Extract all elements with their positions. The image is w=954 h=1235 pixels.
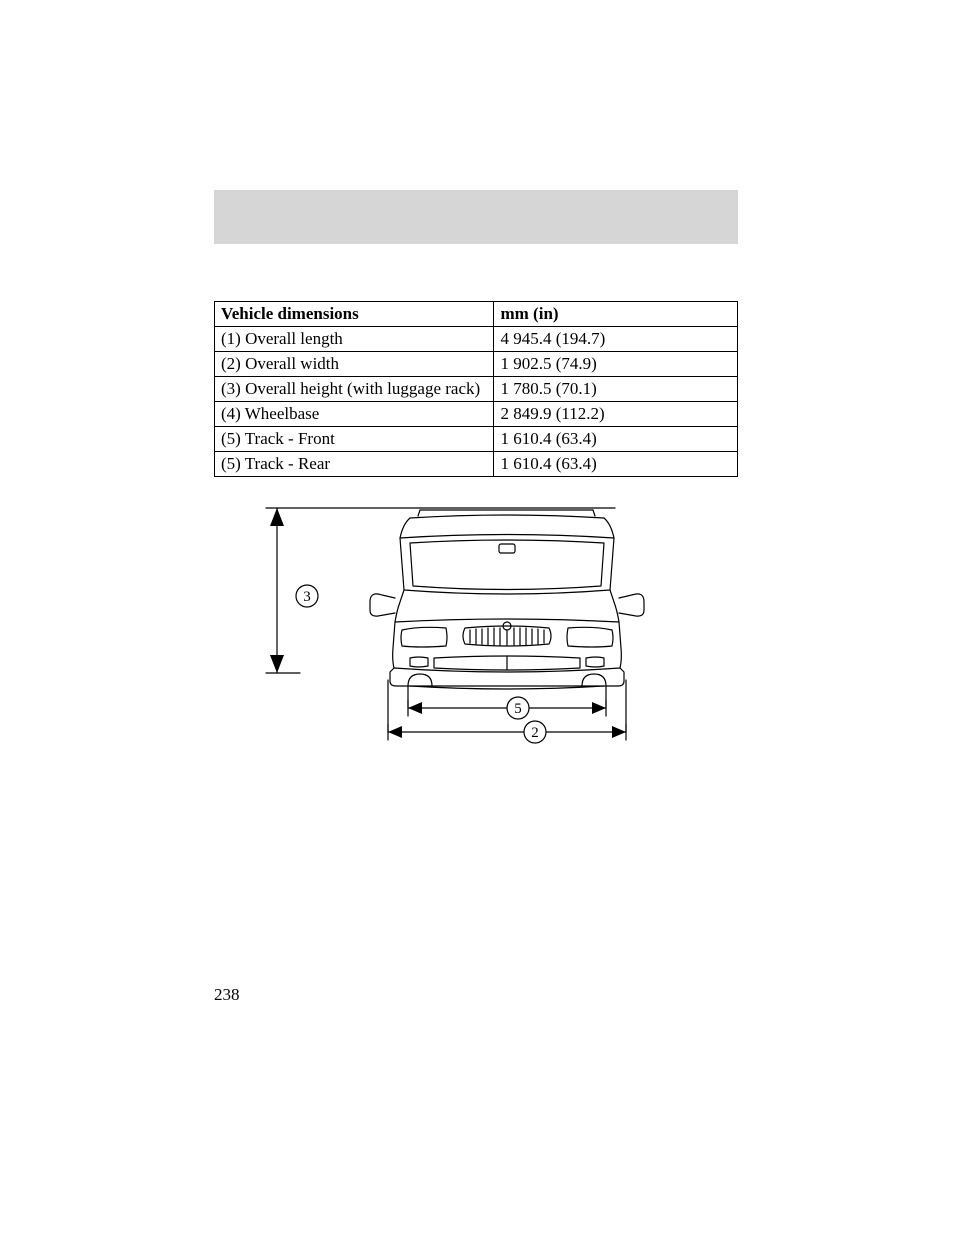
dimension-value: 4 945.4 (194.7) [494,327,738,352]
dimension-label: (5) Track - Rear [215,452,494,477]
table-row: (5) Track - Rear 1 610.4 (63.4) [215,452,738,477]
dimension-label: (4) Wheelbase [215,402,494,427]
vehicle-dimensions-table: Vehicle dimensions mm (in) (1) Overall l… [214,301,738,477]
table-header-label: Vehicle dimensions [215,302,494,327]
dimension-label: (3) Overall height (with luggage rack) [215,377,494,402]
dimension-label: (2) Overall width [215,352,494,377]
header-band [214,190,738,244]
callout-3-label: 3 [303,589,311,605]
dimension-value: 1 780.5 (70.1) [494,377,738,402]
vehicle-front-diagram: 3 [260,498,690,768]
dimension-label: (1) Overall length [215,327,494,352]
table-row: (3) Overall height (with luggage rack) 1… [215,377,738,402]
table-header-row: Vehicle dimensions mm (in) [215,302,738,327]
dimension-value: 2 849.9 (112.2) [494,402,738,427]
callout-5-label: 5 [514,701,522,717]
table-row: (1) Overall length 4 945.4 (194.7) [215,327,738,352]
page-number: 238 [214,985,240,1005]
dimension-value: 1 610.4 (63.4) [494,427,738,452]
callout-2-label: 2 [531,725,539,741]
dimension-value: 1 610.4 (63.4) [494,452,738,477]
dimension-value: 1 902.5 (74.9) [494,352,738,377]
table-header-unit: mm (in) [494,302,738,327]
table-row: (5) Track - Front 1 610.4 (63.4) [215,427,738,452]
table-row: (2) Overall width 1 902.5 (74.9) [215,352,738,377]
dimension-label: (5) Track - Front [215,427,494,452]
table-row: (4) Wheelbase 2 849.9 (112.2) [215,402,738,427]
